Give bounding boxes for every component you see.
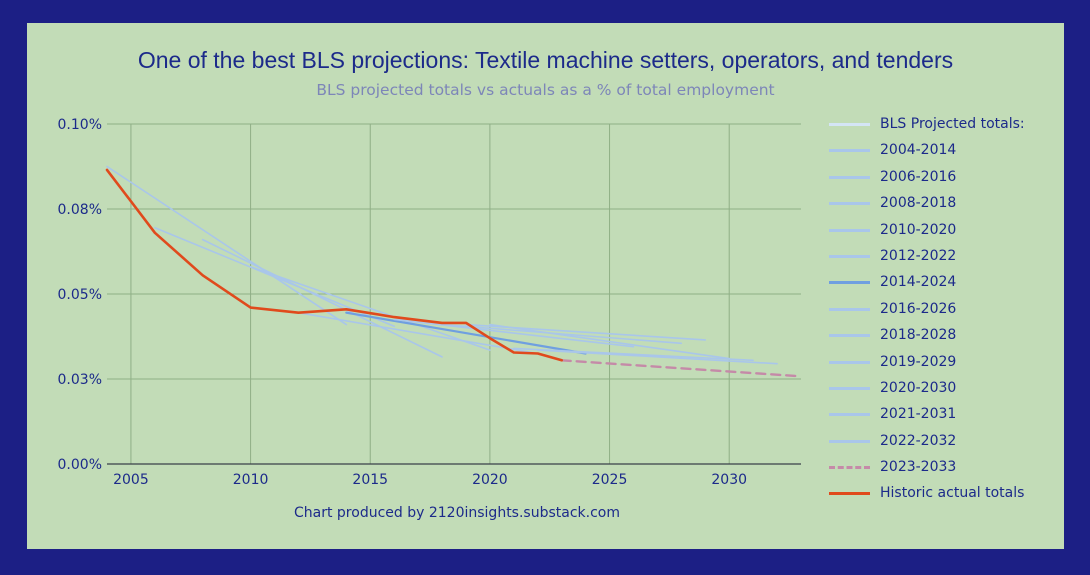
legend-swatch xyxy=(829,413,870,417)
legend-label: 2006-2016 xyxy=(880,168,957,185)
legend-item-2008-2018: 2008-2018 xyxy=(826,193,1062,219)
chart-subtitle: BLS projected totals vs actuals as a % o… xyxy=(316,81,775,99)
series-line-2008-2018 xyxy=(201,238,443,358)
legend-item-2022-2032: 2022-2032 xyxy=(826,431,1062,457)
y-tick-label: 0.03% xyxy=(58,372,102,388)
legend-swatch xyxy=(829,466,870,470)
legend-label: 2020-2030 xyxy=(880,379,957,396)
legend-item-2020-2030: 2020-2030 xyxy=(826,378,1062,404)
legend-swatch xyxy=(829,307,870,311)
series-line-2016-2026 xyxy=(393,318,635,348)
legend-swatch xyxy=(829,334,870,338)
chart-panel: One of the best BLS projections: Textile… xyxy=(27,23,1064,549)
y-tick-label: 0.05% xyxy=(58,287,102,303)
legend-label: 2018-2028 xyxy=(880,327,957,344)
series-line-2014-2024 xyxy=(345,311,587,355)
legend-item-2021-2031: 2021-2031 xyxy=(826,404,1062,430)
legend-label: 2012-2022 xyxy=(880,247,957,264)
plot-area: 0.00% 0.03% 0.05% 0.08% 0.10% 2005 2010 2015 202… xyxy=(58,117,803,488)
legend-swatch xyxy=(829,254,870,258)
legend-item-2019-2029: 2019-2029 xyxy=(826,352,1062,378)
legend-swatch xyxy=(829,386,870,390)
x-tick-label: 2025 xyxy=(592,472,628,488)
legend: BLS Projected totals: 2004-2014 2006-2016 2… xyxy=(826,114,1062,510)
legend-swatch xyxy=(829,439,870,443)
legend-item-2006-2016: 2006-2016 xyxy=(826,167,1062,193)
y-tick-label: 0.10% xyxy=(58,117,102,133)
legend-label: 2019-2029 xyxy=(880,353,957,370)
grid xyxy=(107,123,801,464)
series-line-2018-2028 xyxy=(441,323,683,345)
legend-label: 2016-2026 xyxy=(880,300,957,317)
legend-label: 2004-2014 xyxy=(880,142,957,159)
legend-label: 2014-2024 xyxy=(880,274,957,291)
legend-swatch xyxy=(829,123,870,126)
x-tick-label: 2015 xyxy=(352,472,388,488)
legend-label: 2021-2031 xyxy=(880,406,957,423)
legend-item-2014-2024: 2014-2024 xyxy=(826,272,1062,298)
legend-label: 2023-2033 xyxy=(880,459,957,476)
series-line-2010-2020 xyxy=(249,266,491,351)
x-tick-label: 2030 xyxy=(711,472,747,488)
y-tick-label: 0.00% xyxy=(58,457,102,473)
legend-swatch xyxy=(829,492,870,496)
legend-swatch xyxy=(829,281,870,285)
series-lines xyxy=(105,165,803,378)
axes: 0.00% 0.03% 0.05% 0.08% 0.10% 2005 2010 2015 202… xyxy=(58,117,801,488)
legend-item-2012-2022: 2012-2022 xyxy=(826,246,1062,272)
series-line-2004-2014 xyxy=(106,165,348,326)
legend-swatch xyxy=(829,175,870,179)
legend-item-2018-2028: 2018-2028 xyxy=(826,325,1062,351)
legend-swatch xyxy=(829,360,870,364)
x-tick-label: 2005 xyxy=(113,472,149,488)
y-tick-label: 0.08% xyxy=(58,202,102,218)
legend-item-2004-2014: 2004-2014 xyxy=(826,140,1062,166)
series-line-2012-2022 xyxy=(297,311,539,355)
legend-item-2023-2033: 2023-2033 xyxy=(826,457,1062,483)
legend-item-bls-projected-totals: BLS Projected totals: xyxy=(826,114,1062,140)
legend-label: BLS Projected totals: xyxy=(880,116,1025,132)
legend-label: 2010-2020 xyxy=(880,221,957,238)
x-tick-label: 2010 xyxy=(233,472,269,488)
legend-label: 2008-2018 xyxy=(880,195,957,212)
chart-footer: Chart produced by 2120insights.substack.… xyxy=(294,505,620,521)
legend-item-2010-2020: 2010-2020 xyxy=(826,220,1062,246)
chart-title: One of the best BLS projections: Textile… xyxy=(137,47,954,73)
legend-swatch xyxy=(829,202,870,206)
series-line-2020-2030 xyxy=(489,323,731,360)
series-line-2022-2032 xyxy=(536,349,778,365)
legend-item-historic-actual-totals: Historic actual totals xyxy=(826,483,1062,509)
series-line-historic-actual-totals xyxy=(105,168,564,362)
legend-swatch xyxy=(829,228,870,232)
legend-label: Historic actual totals xyxy=(880,485,1025,502)
legend-swatch xyxy=(829,149,870,153)
legend-label: 2022-2032 xyxy=(880,432,957,449)
legend-item-2016-2026: 2016-2026 xyxy=(826,299,1062,325)
x-tick-label: 2020 xyxy=(472,472,508,488)
series-line-2023-2033 xyxy=(560,359,803,378)
